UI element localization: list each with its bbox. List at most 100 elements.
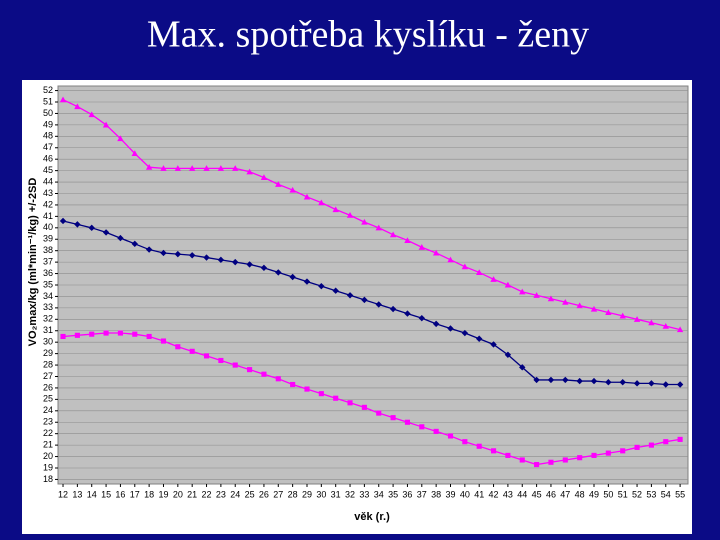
data-point (361, 218, 368, 225)
y-tick-label: 27 (43, 371, 53, 381)
y-tick-label: 31 (43, 325, 53, 335)
data-point (605, 450, 611, 456)
data-point (174, 165, 182, 171)
data-point (131, 240, 138, 248)
y-tick-label: 26 (43, 382, 53, 392)
data-point (74, 332, 80, 338)
data-point (519, 364, 526, 371)
data-point (189, 348, 195, 354)
data-point (174, 250, 182, 258)
y-tick-label: 24 (43, 405, 53, 415)
data-point (117, 135, 124, 142)
x-tick-label: 33 (359, 489, 369, 499)
data-point (289, 186, 296, 193)
data-point (576, 302, 583, 309)
data-point (476, 443, 482, 449)
x-tick-label: 16 (115, 489, 125, 499)
y-tick-label: 23 (43, 417, 53, 427)
data-point (562, 376, 569, 384)
y-tick-label: 33 (43, 302, 53, 312)
data-point (347, 400, 353, 406)
y-tick-label: 32 (43, 314, 53, 324)
data-point (275, 376, 281, 382)
data-point (103, 330, 109, 336)
data-point (490, 448, 497, 454)
data-point (619, 312, 626, 319)
data-point (375, 301, 382, 308)
data-point (677, 436, 683, 442)
y-tick-label: 30 (43, 337, 53, 347)
y-tick-label: 36 (43, 268, 53, 278)
data-point (648, 380, 655, 387)
y-tick-label: 25 (43, 394, 53, 404)
data-point (246, 261, 253, 268)
x-tick-label: 22 (202, 489, 212, 499)
x-tick-label: 31 (331, 489, 341, 499)
x-tick-label: 54 (661, 489, 671, 499)
data-point (605, 379, 612, 386)
data-point (131, 150, 138, 157)
x-tick-label: 43 (503, 489, 513, 499)
x-tick-label: 51 (618, 489, 628, 499)
data-point (447, 256, 454, 263)
data-point (361, 404, 367, 410)
x-tick-label: 15 (101, 489, 111, 499)
data-point (102, 229, 110, 236)
data-point (60, 333, 66, 340)
data-point (461, 329, 469, 337)
y-tick-label: 28 (43, 359, 53, 369)
data-point (346, 292, 354, 299)
data-point (389, 231, 397, 238)
series-line (62, 99, 681, 331)
data-point (160, 249, 167, 257)
data-point (447, 433, 454, 439)
x-tick-label: 13 (72, 489, 82, 499)
data-point (146, 333, 152, 340)
x-tick-label: 18 (144, 489, 154, 499)
x-tick-label: 40 (460, 489, 470, 499)
y-tick-label: 46 (43, 154, 53, 164)
data-point (260, 174, 268, 181)
data-point (332, 206, 339, 213)
y-tick-label: 48 (43, 131, 53, 141)
data-point (419, 424, 425, 430)
data-point (88, 224, 95, 232)
data-point (260, 264, 268, 272)
data-point (132, 331, 138, 337)
data-point (390, 415, 396, 421)
data-point (418, 314, 425, 322)
data-point (533, 292, 540, 298)
data-point (490, 276, 497, 282)
data-point (634, 444, 640, 450)
x-tick-label: 24 (230, 489, 240, 499)
data-point (145, 164, 153, 170)
data-point (375, 224, 382, 231)
y-tick-label: 29 (43, 348, 53, 358)
x-tick-label: 47 (560, 489, 570, 499)
x-tick-label: 39 (445, 489, 455, 499)
data-point (676, 326, 684, 333)
data-point (217, 165, 225, 171)
data-point (620, 448, 626, 454)
y-tick-label: 51 (43, 96, 53, 106)
x-tick-label: 34 (374, 489, 384, 499)
data-point (490, 341, 497, 348)
data-point (203, 353, 210, 359)
data-point (648, 442, 654, 448)
data-point (59, 217, 67, 225)
data-point (389, 305, 397, 313)
x-tick-label: 26 (259, 489, 269, 499)
data-point (447, 325, 454, 332)
data-point (318, 282, 325, 290)
y-tick-label: 20 (43, 451, 53, 461)
data-point (432, 320, 440, 328)
x-tick-label: 44 (517, 489, 527, 499)
y-tick-label: 52 (43, 85, 53, 95)
data-point (547, 376, 555, 384)
data-point (160, 165, 167, 171)
data-point (590, 377, 598, 385)
x-tick-label: 42 (489, 489, 499, 499)
data-point (102, 121, 110, 128)
data-point (318, 199, 325, 206)
